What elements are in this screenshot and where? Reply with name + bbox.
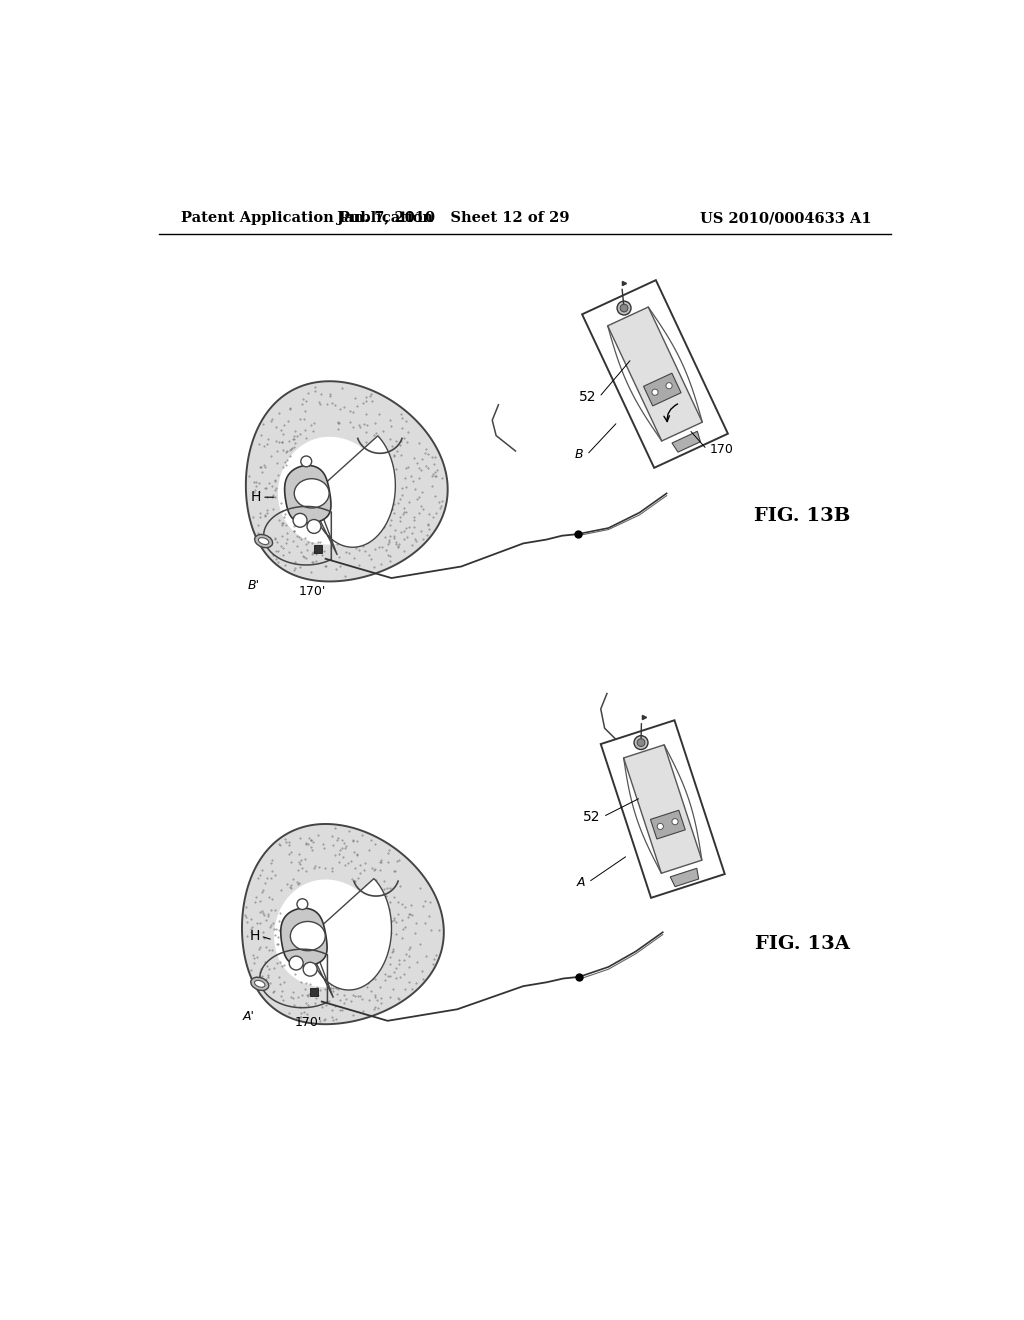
Circle shape (672, 818, 678, 825)
Ellipse shape (258, 537, 269, 545)
Text: 52: 52 (584, 809, 601, 824)
Ellipse shape (294, 479, 329, 508)
Text: FIG. 13A: FIG. 13A (755, 935, 850, 953)
Polygon shape (242, 824, 443, 1024)
Ellipse shape (291, 921, 326, 950)
Text: US 2010/0004633 A1: US 2010/0004633 A1 (700, 211, 872, 226)
Text: Patent Application Publication: Patent Application Publication (180, 211, 433, 226)
Text: H: H (249, 929, 259, 942)
Polygon shape (308, 879, 391, 998)
Polygon shape (582, 280, 728, 467)
Circle shape (666, 383, 672, 389)
Circle shape (637, 739, 645, 746)
Text: B: B (575, 449, 584, 462)
Circle shape (652, 389, 658, 395)
Polygon shape (643, 374, 681, 407)
Circle shape (617, 301, 631, 315)
Circle shape (657, 824, 664, 829)
Circle shape (293, 513, 307, 527)
Polygon shape (624, 744, 701, 874)
Ellipse shape (251, 977, 268, 990)
Text: 170': 170' (299, 585, 326, 598)
Text: A': A' (243, 1010, 254, 1023)
Polygon shape (671, 869, 698, 887)
Polygon shape (278, 437, 386, 545)
Polygon shape (285, 466, 331, 523)
Text: FIG. 13B: FIG. 13B (754, 507, 851, 525)
Text: B': B' (248, 579, 260, 593)
Text: 52: 52 (580, 391, 597, 404)
Circle shape (307, 520, 321, 533)
Text: H: H (251, 490, 261, 504)
Text: 170: 170 (710, 444, 733, 455)
Polygon shape (246, 381, 447, 581)
Polygon shape (274, 879, 383, 987)
Polygon shape (650, 810, 685, 840)
Polygon shape (607, 308, 702, 441)
Circle shape (303, 962, 317, 977)
Text: 170': 170' (295, 1016, 322, 1028)
Circle shape (301, 455, 311, 467)
Circle shape (621, 304, 628, 312)
Circle shape (634, 735, 648, 750)
Polygon shape (281, 908, 327, 966)
Circle shape (289, 956, 303, 970)
Polygon shape (672, 432, 700, 453)
Polygon shape (312, 436, 395, 554)
Ellipse shape (255, 981, 265, 987)
Ellipse shape (255, 535, 272, 548)
Text: Jan. 7, 2010   Sheet 12 of 29: Jan. 7, 2010 Sheet 12 of 29 (337, 211, 569, 226)
Polygon shape (601, 721, 725, 898)
Circle shape (297, 899, 308, 909)
Text: A: A (577, 875, 586, 888)
